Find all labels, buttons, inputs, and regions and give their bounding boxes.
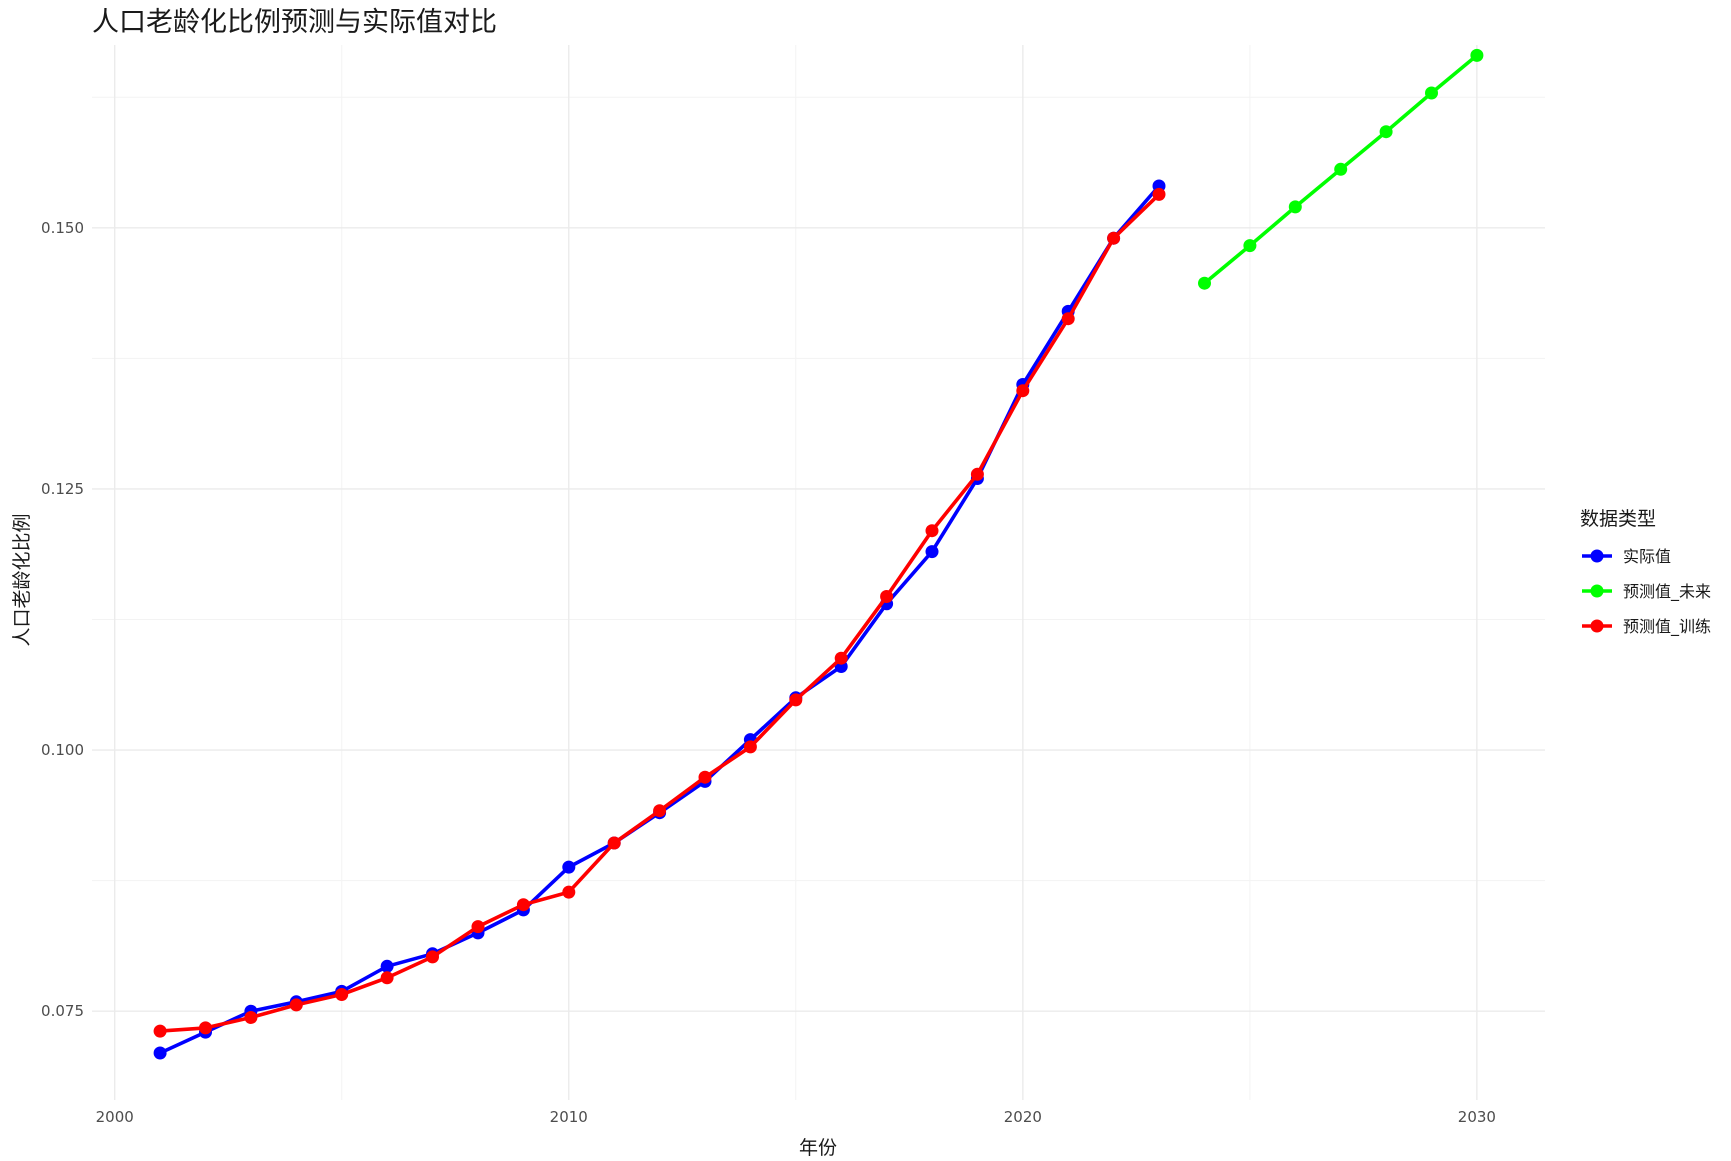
data-point	[1334, 162, 1348, 176]
legend-item: 实际值	[1582, 547, 1671, 566]
legend-key-point	[1590, 549, 1604, 563]
y-tick-label: 0.150	[41, 219, 84, 237]
data-point	[1425, 86, 1438, 100]
data-point	[153, 1024, 167, 1038]
x-tick-label: 2000	[96, 1108, 134, 1126]
y-axis-title: 人口老龄化比例	[11, 513, 33, 646]
x-tick-label: 2020	[1004, 1108, 1042, 1126]
y-tick-label: 0.100	[41, 741, 84, 759]
series-line	[158, 192, 1161, 1033]
data-point	[562, 885, 576, 899]
data-point	[970, 467, 984, 481]
chart-title: 人口老龄化比例预测与实际值对比	[92, 7, 497, 38]
data-point	[925, 524, 939, 538]
data-point	[380, 959, 394, 973]
data-point	[925, 545, 939, 559]
legend-label: 实际值	[1623, 547, 1671, 566]
legend-key-point	[1590, 584, 1604, 598]
data-point	[880, 590, 894, 603]
data-point	[1198, 276, 1211, 290]
legend-item: 预测值_未来	[1582, 582, 1711, 602]
data-point	[789, 693, 803, 707]
data-point	[335, 988, 349, 1001]
legend-key-point	[1590, 619, 1604, 633]
data-point	[743, 740, 757, 754]
x-tick-label: 2010	[550, 1108, 588, 1126]
data-point	[834, 651, 848, 665]
plot-series	[153, 48, 1484, 1060]
data-point	[1470, 48, 1484, 62]
data-point	[380, 971, 394, 985]
data-point	[653, 804, 667, 818]
legend-item: 预测值_训练	[1582, 617, 1711, 637]
y-tick-label: 0.125	[41, 480, 84, 498]
data-point	[244, 1011, 258, 1024]
data-point	[1107, 231, 1121, 245]
x-axis-title: 年份	[799, 1137, 837, 1159]
y-tick-label: 0.075	[41, 1002, 84, 1020]
series-3	[153, 187, 1166, 1038]
data-point	[199, 1021, 212, 1035]
data-point	[1152, 187, 1166, 201]
series-2	[1198, 48, 1484, 290]
grid	[92, 45, 1545, 1100]
legend-label: 预测值_未来	[1623, 582, 1711, 602]
legend-label: 预测值_训练	[1623, 617, 1711, 637]
data-point	[426, 950, 439, 964]
data-point	[562, 860, 576, 874]
data-point	[1379, 125, 1393, 139]
data-point	[698, 770, 712, 784]
data-point	[607, 836, 621, 850]
data-point	[471, 920, 485, 934]
legend-title: 数据类型	[1580, 508, 1656, 530]
data-point	[516, 898, 530, 912]
data-point	[1061, 312, 1075, 326]
data-point	[1243, 239, 1257, 253]
data-point	[1016, 384, 1030, 398]
data-point	[153, 1046, 167, 1060]
data-point	[1288, 200, 1302, 214]
data-point	[289, 998, 303, 1012]
x-tick-label: 2030	[1458, 1108, 1496, 1126]
axis-ticks: 2000 2010 2020 2030 0.075 0.100 0.125 0.150	[41, 219, 1496, 1126]
